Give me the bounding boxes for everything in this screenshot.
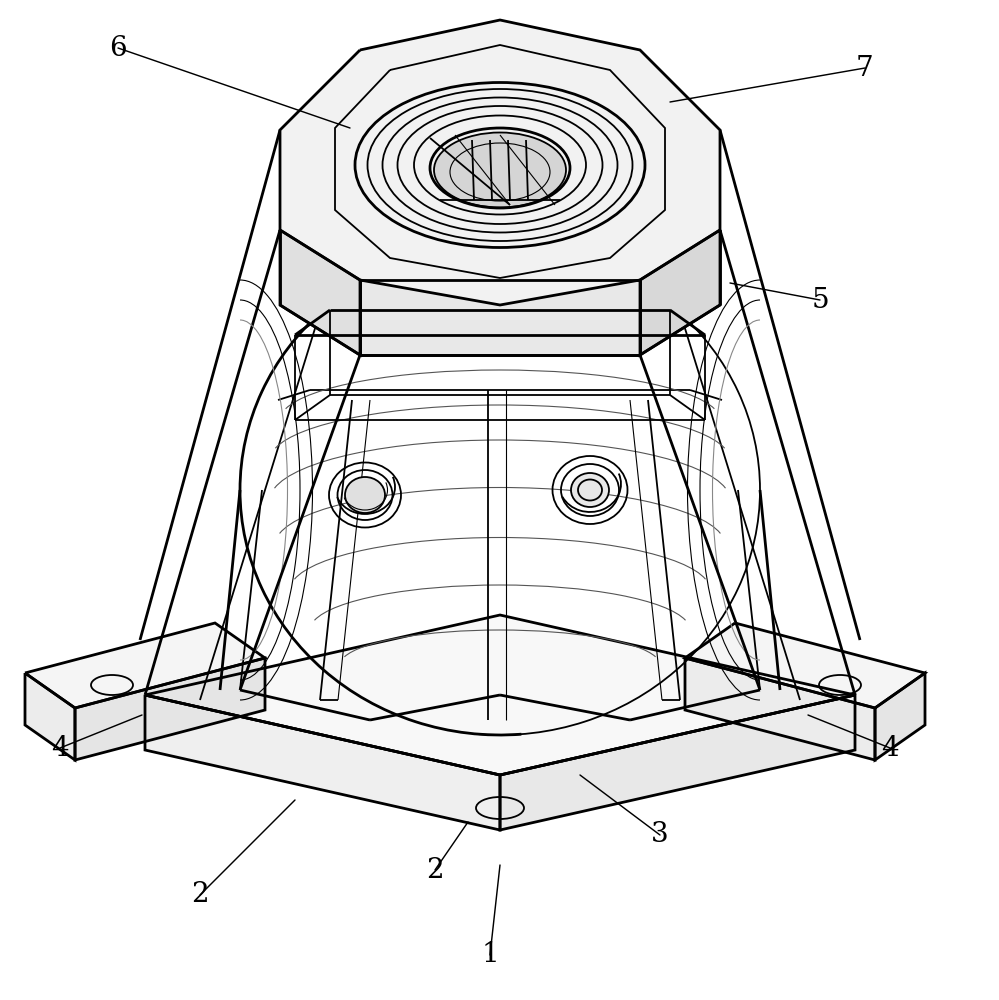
Text: 3: 3 xyxy=(651,822,668,848)
Text: 5: 5 xyxy=(811,286,829,314)
Polygon shape xyxy=(280,20,720,305)
Text: 4: 4 xyxy=(881,734,899,762)
Text: 4: 4 xyxy=(51,734,69,762)
Polygon shape xyxy=(25,623,265,708)
Text: 1: 1 xyxy=(482,942,499,968)
Text: 7: 7 xyxy=(856,54,874,82)
Polygon shape xyxy=(685,658,875,760)
Polygon shape xyxy=(875,673,925,760)
Polygon shape xyxy=(280,230,360,355)
Text: 2: 2 xyxy=(427,856,444,884)
Ellipse shape xyxy=(434,132,566,208)
Polygon shape xyxy=(360,280,640,355)
Ellipse shape xyxy=(345,477,385,513)
Polygon shape xyxy=(145,615,855,775)
Text: 2: 2 xyxy=(191,882,209,908)
Polygon shape xyxy=(145,695,500,830)
Polygon shape xyxy=(25,673,75,760)
Polygon shape xyxy=(640,230,720,355)
Polygon shape xyxy=(75,658,265,760)
Text: 6: 6 xyxy=(109,34,127,62)
Polygon shape xyxy=(685,623,925,708)
Ellipse shape xyxy=(571,473,609,507)
Polygon shape xyxy=(500,695,855,830)
